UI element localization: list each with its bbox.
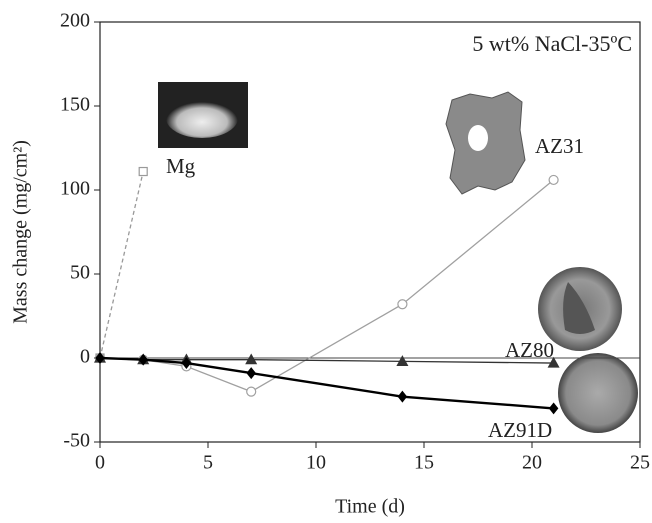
point (246, 386, 257, 397)
series-label: AZ31 (535, 134, 584, 158)
point (138, 353, 148, 366)
y-tick-label: -50 (63, 430, 90, 452)
y-tick-label: 200 (60, 10, 90, 32)
x-tick-label: 25 (630, 452, 650, 474)
y-tick-label: 100 (60, 178, 90, 200)
series-label: AZ80 (505, 338, 554, 362)
point (397, 390, 408, 403)
point (95, 352, 105, 364)
photo-az91d (558, 353, 638, 433)
point (396, 355, 409, 366)
annotation: 5 wt% NaCl-35ºC (472, 31, 632, 56)
x-tick-label: 0 (95, 452, 105, 474)
series-line (99, 171, 144, 359)
y-tick-label: 50 (70, 262, 90, 284)
series-label: Mg (166, 154, 196, 178)
photo-mg (158, 82, 248, 148)
y-tick-label: 0 (80, 346, 90, 368)
x-tick-label: 15 (414, 452, 434, 474)
y-axis-label: Mass change (mg/cm²) (10, 140, 32, 324)
point (547, 356, 560, 368)
series-line (99, 356, 554, 410)
x-axis-label: Time (d) (335, 496, 405, 518)
point (548, 402, 559, 415)
photo-az31-hole (468, 125, 488, 151)
photo-az80-pit (563, 282, 595, 334)
x-tick-label: 20 (522, 452, 542, 474)
point (397, 299, 408, 310)
plot-frame (99, 21, 641, 443)
point (246, 367, 256, 380)
x-tick-label: 5 (203, 452, 213, 474)
x-tick-label: 10 (306, 452, 326, 474)
point (138, 166, 148, 177)
series-label: AZ91D (488, 418, 552, 442)
point (548, 174, 559, 186)
point (245, 353, 258, 365)
point (181, 357, 192, 370)
y-tick-label: 150 (60, 94, 90, 116)
